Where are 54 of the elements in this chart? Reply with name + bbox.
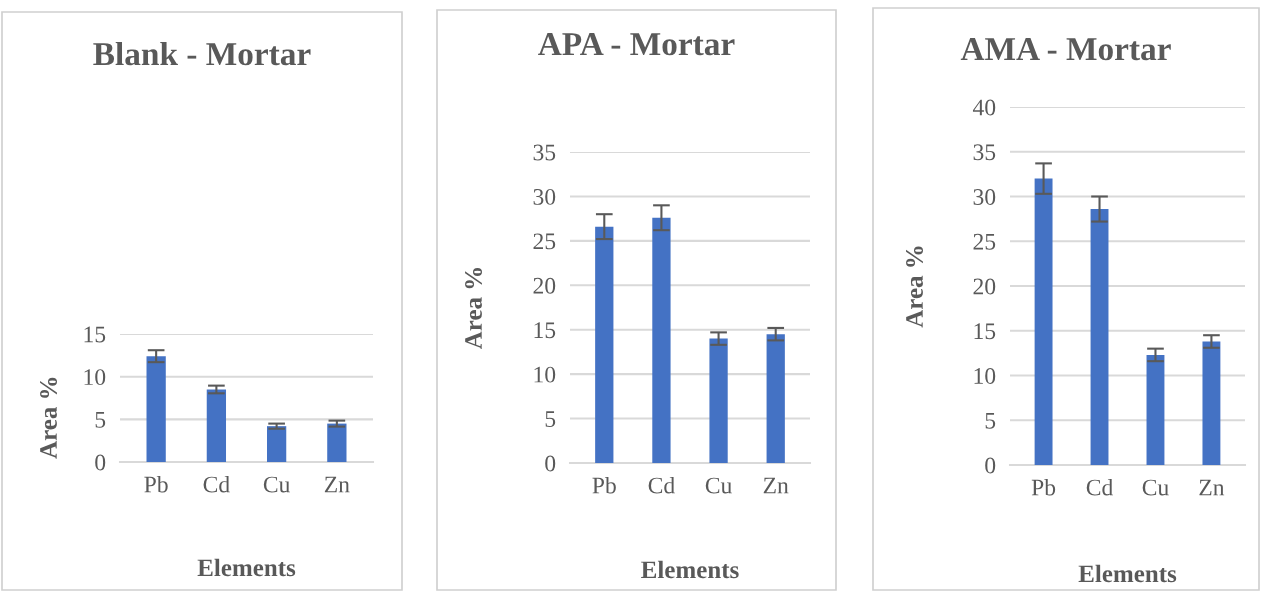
y-tick-label: 10 [974,367,996,384]
bar [206,389,227,462]
bar [266,426,287,462]
x-tick-label: Cu [705,477,732,494]
x-tick-label: Zn [763,477,789,494]
x-axis-title: Elements [641,560,739,579]
y-tick-label: 30 [533,188,556,205]
chart-title: Blank - Mortar [93,41,311,66]
y-tick-label: 15 [534,322,556,339]
chart-title: AMA - Mortar [960,38,1171,61]
bar [146,356,166,462]
bar [595,226,614,463]
y-tick-label: 0 [545,455,556,472]
y-tick-label: 5 [95,412,106,428]
y-tick-label: 25 [533,233,556,250]
y-tick-label: 0 [95,454,106,471]
bar [1202,341,1221,465]
x-tick-label: Cu [1142,479,1169,496]
x-tick-label: Cd [648,476,675,494]
y-tick-label: 25 [973,233,996,250]
y-tick-label: 40 [972,99,996,116]
bar [652,217,671,463]
y-tick-label: 35 [533,144,556,161]
y-tick-label: 15 [974,323,996,340]
y-tick-label: 5 [545,411,556,427]
y-tick-label: 10 [84,369,106,386]
x-tick-label: Pb [1031,478,1056,496]
x-tick-label: Pb [144,475,168,493]
y-axis-title: Area % [465,268,482,350]
bar [1034,178,1053,465]
y-tick-label: 20 [533,277,556,294]
x-tick-label: Cd [1086,478,1114,496]
bar [1090,209,1109,465]
x-tick-label: Cd [203,475,230,493]
x-tick-label: Cu [263,476,290,493]
bar [766,334,785,463]
y-tick-label: 30 [973,188,996,205]
bar [709,338,728,463]
y-tick-label: 35 [973,144,996,161]
x-tick-label: Pb [592,476,616,494]
y-tick-label: 20 [973,278,996,295]
x-axis-title: Elements [1078,564,1177,583]
x-axis-title: Elements [197,558,296,577]
bar [327,423,347,462]
y-axis-title: Area % [906,246,923,328]
x-tick-label: Zn [1199,479,1225,496]
bar [1146,354,1165,465]
y-tick-label: 0 [985,457,996,474]
y-axis-title: Area % [40,377,57,459]
y-tick-label: 5 [985,412,996,429]
y-tick-label: 10 [534,366,556,383]
x-tick-label: Zn [324,476,350,493]
chart-title: APA - Mortar [538,33,735,56]
y-tick-label: 15 [84,326,106,343]
